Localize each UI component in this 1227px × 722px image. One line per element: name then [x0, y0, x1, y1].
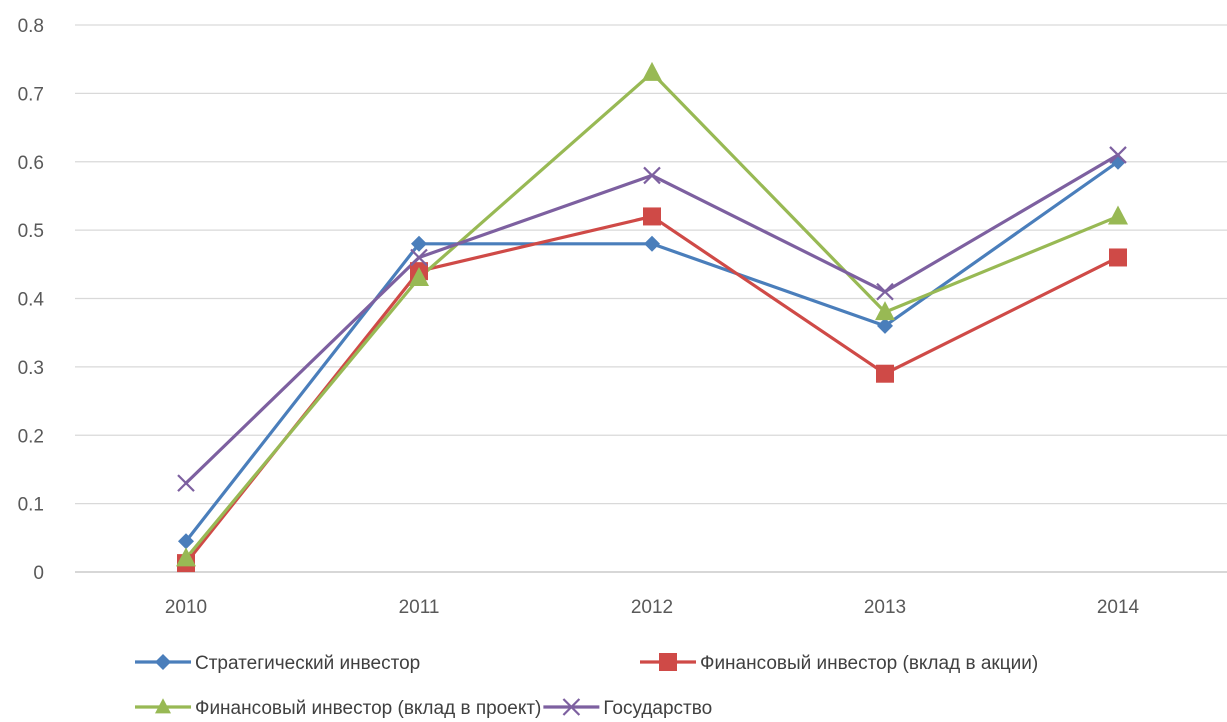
series-1-point: [877, 317, 893, 334]
x-tick-label: 2012: [631, 597, 673, 618]
y-tick-label: 0.8: [18, 16, 44, 37]
series-3-point: [642, 61, 662, 81]
series-1-point: [178, 533, 194, 550]
y-tick-label: 0.1: [18, 495, 44, 516]
series-3-point: [409, 266, 429, 286]
series-2-point: [1109, 248, 1127, 267]
x-axis-ticks: 2010 2011 2012 2013 2014: [165, 597, 1140, 618]
series-4-point: [410, 248, 428, 267]
x-tick-label: 2011: [399, 597, 440, 618]
y-tick-label: 0.2: [18, 426, 44, 447]
legend: Стратегический инвестор Финансовый инвест…: [135, 653, 1038, 719]
legend-label: Стратегический инвестор: [195, 653, 420, 674]
series-4-point: [177, 474, 195, 492]
marker-stroke: [643, 166, 661, 185]
legend-marker: [659, 653, 677, 671]
series-4-point: [876, 282, 894, 301]
y-tick-label: 0.3: [18, 358, 44, 379]
series-2-point: [876, 364, 894, 383]
legend-item-1: Стратегический инвестор: [135, 653, 420, 674]
y-tick-label: 0.7: [18, 84, 44, 105]
y-axis-ticks: 0 0.1 0.2 0.3 0.4 0.5 0.6 0.7 0.8: [18, 16, 45, 584]
series-markers: [176, 61, 1128, 573]
series-3-point: [1108, 205, 1128, 225]
legend-marker: [562, 698, 581, 716]
legend-marker: [155, 654, 171, 670]
marker-stroke: [562, 698, 581, 716]
marker-stroke: [1109, 146, 1127, 164]
series-4-point: [1109, 146, 1127, 164]
series-line-4: [184, 153, 1120, 485]
series-1-point: [411, 235, 427, 252]
series-lines: [184, 71, 1120, 565]
series-4-point: [643, 166, 661, 185]
legend-label: Финансовый инвестор (вклад в проект): [195, 698, 541, 719]
series-3-point: [176, 547, 196, 567]
legend-item-2: Финансовый инвестор (вклад в акции): [640, 653, 1038, 674]
y-tick-label: 0.6: [18, 153, 44, 174]
y-tick-label: 0.5: [18, 221, 44, 242]
y-tick-label: 0: [33, 563, 44, 584]
legend-marker: [155, 698, 171, 714]
legend-label: Государство: [603, 698, 712, 719]
series-line-3: [184, 71, 1120, 560]
marker-stroke: [177, 474, 195, 492]
legend-item-3: Финансовый инвестор (вклад в проект): [135, 698, 541, 719]
series-1-point: [644, 235, 660, 252]
x-tick-label: 2010: [165, 597, 207, 618]
grid-lines: [75, 24, 1227, 573]
marker-stroke: [876, 282, 894, 301]
x-tick-label: 2014: [1097, 597, 1140, 618]
legend-label: Финансовый инвестор (вклад в акции): [700, 653, 1038, 674]
series-2-point: [643, 207, 661, 226]
series-3-point: [875, 301, 895, 321]
legend-item-4: Государство: [543, 698, 712, 719]
marker-stroke: [410, 248, 428, 267]
x-tick-label: 2013: [864, 597, 906, 618]
y-tick-label: 0.4: [18, 290, 45, 311]
